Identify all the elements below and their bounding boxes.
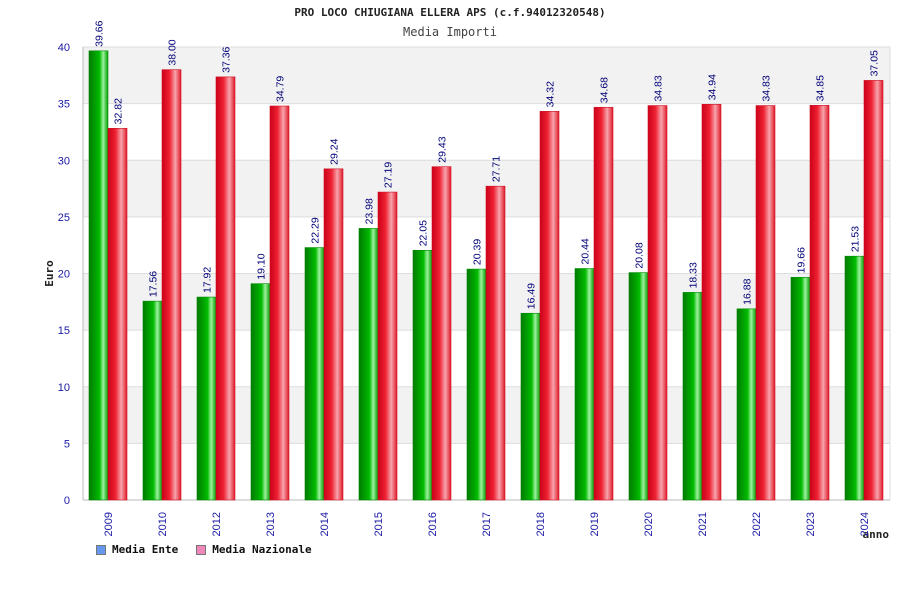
bar-media-nazionale — [377, 191, 398, 501]
y-tick-label: 40 — [58, 42, 70, 54]
x-axis-label: anno — [863, 528, 890, 541]
bar-media-ente — [682, 292, 703, 501]
data-label: 23.98 — [364, 198, 376, 224]
bar-media-nazionale — [161, 69, 182, 501]
x-tick-label: 2010 — [157, 512, 169, 536]
data-label: 34.85 — [815, 75, 827, 101]
x-tick-label: 2012 — [211, 512, 223, 536]
chart-subtitle: Media Importi — [403, 25, 497, 39]
bar-media-ente — [412, 249, 433, 501]
x-tick-label: 2019 — [589, 512, 601, 536]
data-label: 34.79 — [275, 76, 287, 102]
x-tick-label: 2009 — [103, 512, 115, 536]
bar-media-ente — [250, 283, 271, 501]
data-label: 20.39 — [472, 239, 484, 265]
data-label: 19.10 — [256, 253, 268, 279]
bar-media-ente — [304, 247, 325, 501]
x-tick-label: 2024 — [859, 512, 871, 536]
y-tick-label: 10 — [58, 382, 70, 394]
legend-label-media-ente: Media Ente — [112, 543, 179, 556]
bar-media-ente — [736, 308, 757, 501]
x-tick-label: 2015 — [373, 512, 385, 536]
bar-media-nazionale — [323, 168, 344, 501]
y-tick-label: 5 — [64, 438, 70, 450]
data-label: 34.68 — [599, 77, 611, 103]
legend: Media Ente Media Nazionale — [96, 543, 312, 556]
bar-media-nazionale — [593, 106, 614, 501]
x-tick-label: 2013 — [265, 512, 277, 536]
bar-media-ente — [358, 228, 379, 501]
data-label: 34.32 — [545, 81, 557, 107]
bar-media-ente — [844, 255, 865, 501]
data-label: 34.83 — [653, 75, 665, 101]
data-label: 22.05 — [418, 220, 430, 246]
x-tick-label: 2022 — [751, 512, 763, 536]
data-label: 29.24 — [329, 138, 341, 164]
y-tick-label: 15 — [58, 325, 70, 337]
data-label: 20.44 — [580, 238, 592, 264]
data-label: 27.19 — [383, 162, 395, 188]
data-label: 20.08 — [634, 242, 646, 268]
bar-media-nazionale — [269, 105, 290, 501]
x-tick-label: 2016 — [427, 512, 439, 536]
y-tick-label: 35 — [58, 99, 70, 111]
bar-media-ente — [142, 300, 163, 501]
data-label: 16.49 — [526, 283, 538, 309]
data-label: 38.00 — [167, 39, 179, 65]
bar-media-nazionale — [485, 185, 506, 501]
x-tick-label: 2020 — [643, 512, 655, 536]
legend-item-media-ente: Media Ente — [96, 543, 178, 556]
bar-media-ente — [790, 277, 811, 501]
bar-media-nazionale — [863, 80, 884, 501]
y-tick-label: 0 — [64, 495, 70, 507]
bar-media-nazionale — [809, 105, 830, 501]
data-label: 16.88 — [742, 278, 754, 304]
bar-media-ente — [628, 272, 649, 501]
data-label: 39.66 — [94, 20, 106, 46]
x-tick-label: 2018 — [535, 512, 547, 536]
data-label: 32.82 — [113, 98, 125, 124]
data-label: 37.36 — [221, 46, 233, 72]
bar-media-ente — [520, 312, 541, 501]
bar-media-ente — [574, 268, 595, 501]
legend-swatch-media-ente — [96, 544, 106, 555]
bar-media-ente — [196, 296, 217, 501]
x-tick-label: 2014 — [319, 512, 331, 536]
data-label: 34.94 — [707, 74, 719, 100]
bar-media-ente — [466, 268, 487, 501]
bar-media-nazionale — [431, 166, 452, 501]
bar-media-nazionale — [215, 76, 236, 501]
bar-media-nazionale — [647, 105, 668, 501]
x-tick-label: 2021 — [697, 512, 709, 536]
y-tick-label: 30 — [58, 155, 70, 167]
legend-item-media-nazionale: Media Nazionale — [196, 543, 312, 556]
bar-media-nazionale — [755, 105, 776, 501]
legend-label-media-nazionale: Media Nazionale — [212, 543, 312, 556]
data-label: 19.66 — [796, 247, 808, 273]
data-label: 37.05 — [869, 50, 881, 76]
x-tick-label: 2023 — [805, 512, 817, 536]
chart-title: PRO LOCO CHIUGIANA ELLERA APS (c.f.94012… — [294, 6, 606, 19]
bar-media-ente — [88, 50, 109, 501]
y-tick-label: 25 — [58, 212, 70, 224]
x-tick-label: 2017 — [481, 512, 493, 536]
data-label: 29.43 — [437, 136, 449, 162]
y-tick-label: 20 — [58, 269, 70, 281]
data-label: 34.83 — [761, 75, 773, 101]
y-axis-label: Euro — [43, 260, 56, 287]
legend-swatch-media-nazionale — [196, 544, 207, 555]
data-label: 27.71 — [491, 156, 503, 182]
data-label: 21.53 — [850, 226, 862, 252]
bar-media-nazionale — [539, 111, 560, 501]
data-label: 17.92 — [202, 267, 214, 293]
bar-media-nazionale — [701, 104, 722, 501]
data-label: 18.33 — [688, 262, 700, 288]
data-label: 22.29 — [310, 217, 322, 243]
bar-media-nazionale — [107, 128, 128, 501]
data-label: 17.56 — [148, 271, 160, 297]
